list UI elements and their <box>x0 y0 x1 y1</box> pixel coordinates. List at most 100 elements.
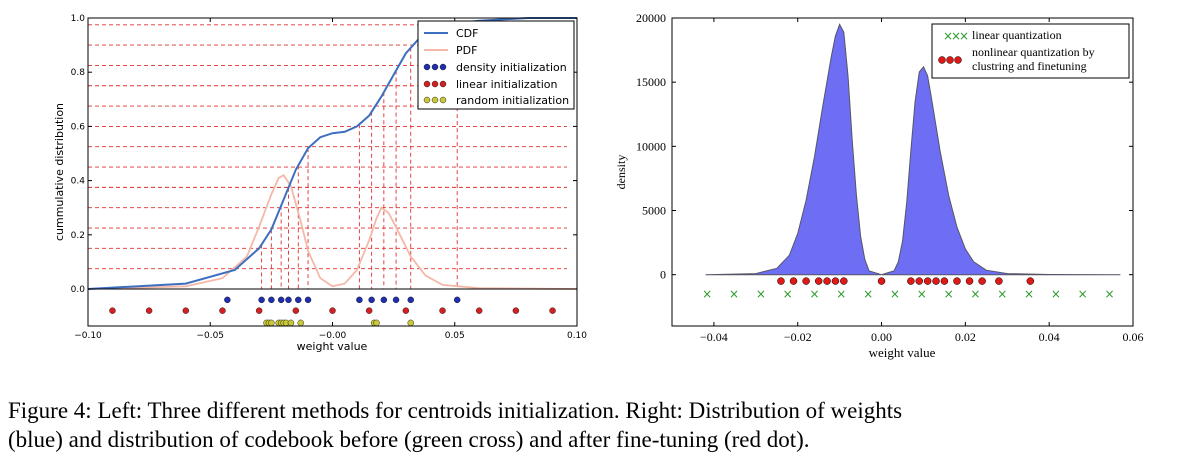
right-legend-box <box>931 23 1130 79</box>
right-xtick-label: 0.06 <box>1123 330 1144 344</box>
linear-quant-cross: × <box>756 287 766 301</box>
left-chart: −0.10 −0.05 −0.00 0.05 0.10 0.0 0.2 0.4 0.6 0.8 1.… <box>53 14 587 353</box>
right-xtick-label: −0.02 <box>784 330 812 344</box>
nonlinear-quant-dot <box>965 277 974 285</box>
right-ticks: −0.04 −0.02 0.00 0.02 0.04 0.06 0 5000 10000 1500… <box>636 11 1144 344</box>
nonlinear-quant-dot <box>932 277 940 285</box>
density-point <box>268 296 275 304</box>
linear-point <box>145 307 153 314</box>
nonlinear-quant-dot <box>923 277 932 285</box>
right-ytick-label: 5000 <box>642 204 666 218</box>
linear-point <box>219 307 226 314</box>
nonlinear-quant-dot <box>789 277 798 285</box>
right-chart: × × × × × × × × × × × × × × × × −0.04 −0.02 0.00 0.02 0.04 0… <box>614 11 1144 360</box>
right-ytick-label: 0 <box>660 268 666 282</box>
density-point <box>258 296 265 304</box>
density-point <box>356 296 363 304</box>
linear-point <box>512 307 520 314</box>
random-point <box>287 319 295 327</box>
legend-density: density initialization <box>456 61 567 74</box>
density-point <box>407 296 414 304</box>
linear-quant-cross: × <box>997 287 1007 301</box>
nonlinear-quant-dot <box>877 277 886 285</box>
linear-quant-cross: × <box>729 287 739 301</box>
density-point <box>277 296 285 304</box>
right-series <box>705 23 1121 276</box>
legend-random-marker <box>423 96 447 104</box>
legend-density-marker <box>423 63 447 71</box>
pdf-line <box>87 174 578 290</box>
nonlinear-quant-dot <box>907 277 915 285</box>
svg-text:×: × <box>951 29 961 43</box>
left-ytick-label: 1.0 <box>71 14 86 24</box>
nonlinear-quant-dot <box>995 277 1003 285</box>
nonlinear-quant-dot <box>1026 277 1035 285</box>
nonlinear-quant-dot <box>940 277 949 285</box>
left-ytick-label: 0.0 <box>71 285 86 295</box>
linear-quant-cross: × <box>1078 287 1088 301</box>
legend-linear-marker <box>423 80 447 88</box>
nonlinear-quant-dot <box>915 277 924 285</box>
right-plot-frame <box>671 17 1134 327</box>
nonlinear-quant-dot <box>831 277 840 285</box>
legend-linear: linear initialization <box>456 78 558 91</box>
right-xtick-label: −0.04 <box>700 330 728 344</box>
linear-point <box>109 307 116 314</box>
left-xtick-label: −0.10 <box>74 331 102 341</box>
left-xtick-label: −0.05 <box>196 331 224 341</box>
nonlinear-quant-dot <box>978 277 986 285</box>
left-ticks: −0.10 −0.05 −0.00 0.05 0.10 0.0 0.2 0.4 0.6 0.8 1.… <box>71 14 588 341</box>
linear-point <box>329 307 336 314</box>
linear-quant-cross: × <box>836 287 846 301</box>
linear-point <box>549 307 556 314</box>
legend-cdf: CDF <box>456 27 478 40</box>
linear-point <box>439 307 446 314</box>
right-ytick-label: 10000 <box>636 139 666 153</box>
right-legend: × × × linear quantization nonlinear quan… <box>931 23 1130 79</box>
linear-quant-cross: × <box>1104 287 1114 301</box>
density-point <box>368 296 375 304</box>
nonlinear-quant-dot <box>777 277 785 285</box>
linear-quant-cross: × <box>944 287 954 301</box>
density-point <box>380 296 388 304</box>
right-xtick-label: 0.04 <box>1039 330 1060 344</box>
legend-pdf: PDF <box>456 44 477 57</box>
linear-quant-cross: × <box>1024 287 1034 301</box>
linear-quant-cross: × <box>1051 287 1061 301</box>
linear-quant-cross: × <box>970 287 980 301</box>
nonlinear-quant-dot <box>814 277 823 285</box>
weight-density-area <box>705 23 1121 276</box>
nonlinear-quant-dot <box>802 277 810 285</box>
linear-point <box>476 307 483 314</box>
density-point <box>285 296 292 304</box>
caption-line-1: Figure 4: Left: Three different methods … <box>8 398 903 423</box>
density-point <box>295 296 302 304</box>
linear-quant-cross: × <box>783 287 793 301</box>
legend-linear-quant: linear quantization <box>972 28 1062 42</box>
left-ytick-label: 0.8 <box>71 68 86 78</box>
random-point <box>373 319 380 327</box>
caption-line-2: (blue) and distribution of codebook befo… <box>8 427 810 452</box>
linear-point <box>182 307 190 314</box>
density-point <box>392 296 400 304</box>
right-points: × × × × × × × × × × × × × × × × <box>702 277 1115 301</box>
right-xtick-label: 0.02 <box>955 330 976 344</box>
left-ytick-label: 0.4 <box>71 177 86 187</box>
figure-caption: Figure 4: Left: Three different methods … <box>8 396 1196 454</box>
linear-point <box>365 307 373 314</box>
density-point <box>304 296 312 304</box>
random-point <box>297 319 304 327</box>
random-point <box>268 319 275 327</box>
legend-nonlinear-quant-1: nonlinear quantization by <box>972 45 1095 59</box>
linear-quant-cross: × <box>863 287 873 301</box>
right-ytick-label: 20000 <box>636 11 666 25</box>
nonlinear-quant-dot <box>840 277 848 285</box>
svg-text:×: × <box>943 29 953 43</box>
density-point <box>224 296 231 304</box>
nonlinear-quant-dot <box>823 277 831 285</box>
linear-quant-cross: × <box>809 287 819 301</box>
linear-point <box>255 307 263 314</box>
svg-text:×: × <box>959 29 969 43</box>
linear-point <box>292 307 300 314</box>
